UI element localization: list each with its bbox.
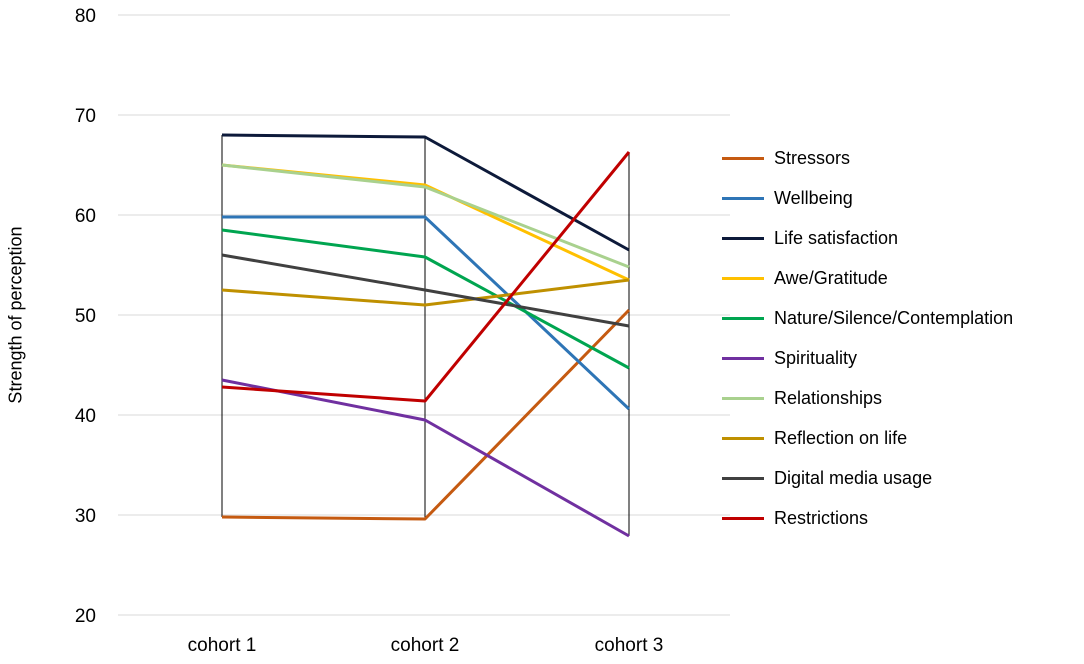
y-axis-ticks: 20 30 40 50 60 70 80 xyxy=(75,6,96,627)
y-tick-label: 50 xyxy=(75,306,96,327)
series-line-restrictions xyxy=(221,151,631,403)
legend-label: Life satisfaction xyxy=(774,227,899,248)
series-line-nature-silence-contemplation xyxy=(221,228,630,370)
legend-item: Spirituality xyxy=(722,338,1013,378)
legend-swatch xyxy=(722,156,764,160)
series-line-spirituality xyxy=(221,378,630,538)
legend-label: Nature/Silence/Contemplation xyxy=(774,307,1014,328)
x-tick-label: cohort 1 xyxy=(188,635,257,656)
legend-label: Reflection on life xyxy=(774,428,908,449)
y-tick-label: 30 xyxy=(75,506,96,527)
legend-label: Wellbeing xyxy=(774,187,853,208)
legend-swatch xyxy=(722,437,764,441)
series-line-stressors xyxy=(221,308,631,521)
legend-item: Restrictions xyxy=(722,499,1013,539)
y-tick-label: 40 xyxy=(75,406,96,427)
legend-label: Stressors xyxy=(774,147,851,168)
legend-item: Digital media usage xyxy=(722,459,1013,499)
legend-item: Stressors xyxy=(722,138,1013,178)
legend-item: Awe/Gratitude xyxy=(722,258,1013,298)
legend-item: Wellbeing xyxy=(722,178,1013,218)
legend-item: Relationships xyxy=(722,379,1013,419)
x-axis-categories: cohort 1 cohort 2 cohort 3 xyxy=(188,635,664,656)
legend-swatch xyxy=(722,517,764,521)
series-line-reflection-on-life xyxy=(221,278,630,307)
legend-swatch xyxy=(722,196,764,200)
legend-swatch xyxy=(722,477,764,481)
series-line-relationships xyxy=(221,163,630,269)
y-tick-label: 60 xyxy=(75,206,96,227)
series-lines xyxy=(221,133,631,538)
series-line-life-satisfaction xyxy=(221,133,630,252)
legend-item: Life satisfaction xyxy=(722,218,1013,258)
legend-label: Digital media usage xyxy=(774,468,933,489)
y-tick-label: 70 xyxy=(75,106,96,127)
legend-item: Reflection on life xyxy=(722,419,1013,459)
legend-label: Relationships xyxy=(774,388,883,409)
legend-label: Restrictions xyxy=(774,508,869,529)
legend-swatch xyxy=(722,397,764,401)
legend-label: Awe/Gratitude xyxy=(774,267,888,288)
x-tick-label: cohort 2 xyxy=(391,635,460,656)
legend-swatch xyxy=(722,236,764,240)
y-tick-label: 20 xyxy=(75,606,96,627)
series-line-digital-media-usage xyxy=(221,253,630,328)
legend-swatch xyxy=(722,276,764,280)
y-tick-label: 80 xyxy=(75,6,96,27)
y-axis-title: Strength of perception xyxy=(5,226,26,404)
legend-swatch xyxy=(722,357,764,361)
series-line-wellbeing xyxy=(222,215,631,411)
legend: Stressors Wellbeing Life satisfaction Awe/G… xyxy=(722,138,1013,539)
legend-swatch xyxy=(722,316,764,320)
legend-item: Nature/Silence/Contemplation xyxy=(722,298,1013,338)
gridlines xyxy=(118,14,730,616)
category-drop-lines xyxy=(221,135,630,536)
legend-label: Spirituality xyxy=(774,348,858,369)
x-tick-label: cohort 3 xyxy=(595,635,664,656)
